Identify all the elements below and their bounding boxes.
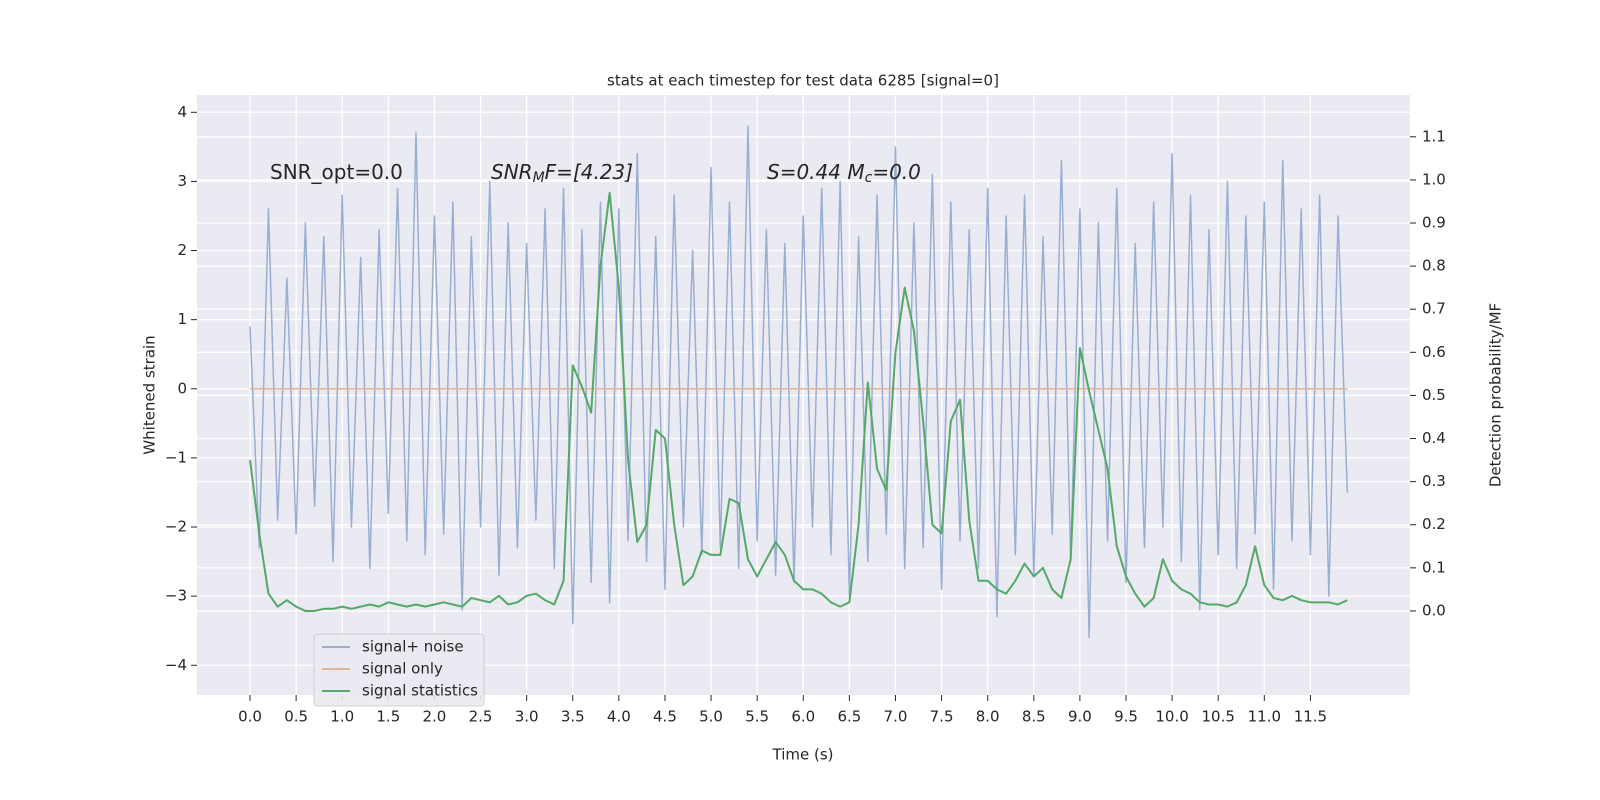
y2-tick-label: 0.5 [1422,386,1446,404]
annotation-part: =0.0 [872,160,921,184]
annotation: S=0.44 Mc=0.0 [767,160,921,187]
y-tick-label: 3 [177,172,187,190]
x-tick-label: 5.0 [699,708,723,726]
x-tick-label: 1.5 [376,708,400,726]
annotation-part: SNR_opt=0.0 [270,160,403,184]
x-tick-label: 8.5 [1022,708,1046,726]
x-tick-label: 10.0 [1155,708,1188,726]
y2-axis-label: Detection probability/MF [1487,303,1505,487]
y2-tick-label: 0.3 [1422,472,1446,490]
x-tick-label: 0.5 [284,708,308,726]
y2-tick-label: 0.4 [1422,429,1446,447]
x-tick-label: 3.0 [515,708,539,726]
x-tick-label: 11.5 [1294,708,1327,726]
y2-tick-label: 0.2 [1422,515,1446,533]
annotation-part: c [865,170,873,186]
y-tick-label: 4 [177,103,187,121]
annotation: SNR_opt=0.0 [270,160,403,184]
chart-title: stats at each timestep for test data 628… [607,72,999,90]
y2-tick-label: 1.1 [1422,127,1446,145]
y2-tick-label: 0.0 [1422,601,1446,619]
x-tick-label: 2.5 [469,708,493,726]
x-tick-label: 4.0 [607,708,631,726]
y-axis-label: Whitened strain [141,335,159,454]
x-tick-label: 2.0 [423,708,447,726]
x-tick-label: 7.0 [884,708,908,726]
y2-tick-label: 0.1 [1422,558,1446,576]
y-tick-label: −4 [165,656,187,674]
y-tick-label: 1 [177,310,187,328]
y2-tick-label: 0.9 [1422,214,1446,232]
y-tick-label: 0 [177,379,187,397]
y-tick-label: −1 [165,448,187,466]
x-tick-label: 8.0 [976,708,1000,726]
x-tick-label: 6.5 [837,708,861,726]
series-line [249,125,1349,639]
x-tick-label: 10.5 [1202,708,1235,726]
x-tick-label: 5.5 [745,708,769,726]
x-axis-label: Time (s) [772,746,834,764]
legend-label: signal statistics [362,682,478,700]
legend-label: signal only [362,660,443,678]
y2-tick-label: 0.8 [1422,257,1446,275]
y-tick-label: −2 [165,518,187,536]
y-tick-label: −3 [165,587,187,605]
x-tick-label: 9.5 [1114,708,1138,726]
annotation: SNRMF=[4.23] [491,160,633,187]
series-line [249,191,1348,612]
y2-tick-label: 1.0 [1422,170,1446,188]
x-tick-label: 6.0 [791,708,815,726]
y-tick-label: 2 [177,241,187,259]
x-tick-label: 3.5 [561,708,585,726]
x-tick-label: 11.0 [1248,708,1281,726]
annotation-part: SNR [491,160,533,184]
x-tick-label: 9.0 [1068,708,1092,726]
annotation-part: S=0.44 M [767,160,865,184]
legend-label: signal+ noise [362,638,464,656]
legend-box [313,633,485,707]
x-tick-label: 7.5 [930,708,954,726]
x-tick-label: 1.0 [330,708,354,726]
y2-tick-label: 0.7 [1422,300,1446,318]
x-tick-label: 0.0 [238,708,262,726]
annotation-part: F=[4.23] [545,160,633,184]
y2-tick-label: 0.6 [1422,343,1446,361]
x-tick-label: 4.5 [653,708,677,726]
annotation-part: M [533,170,545,186]
